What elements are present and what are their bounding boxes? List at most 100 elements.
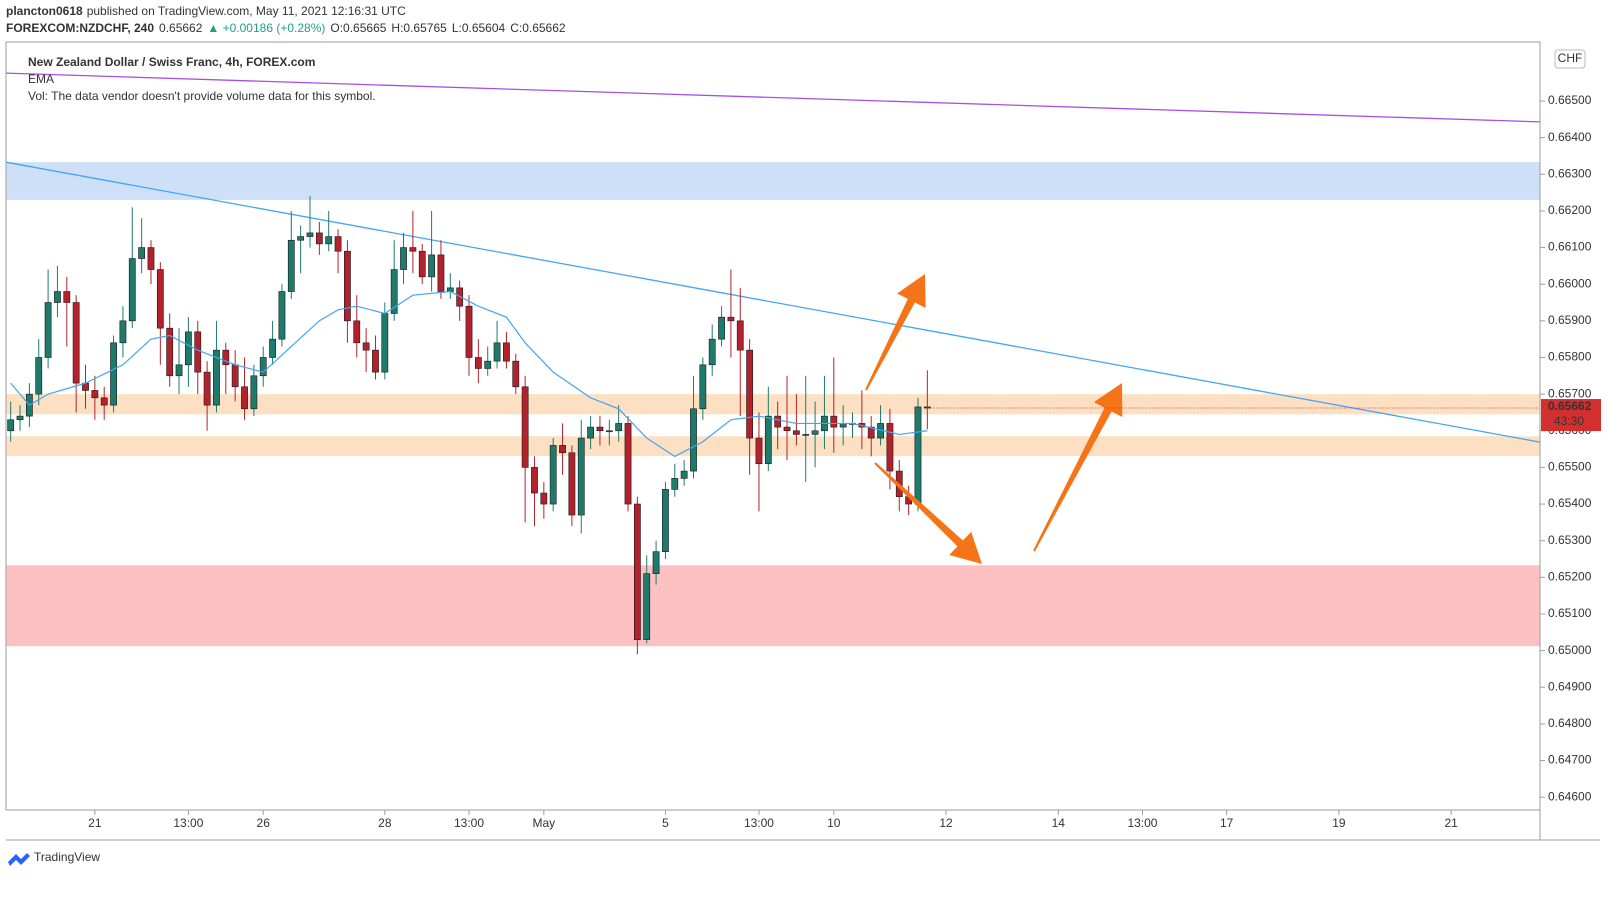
candle-body [531,467,538,494]
candle-body [484,360,492,369]
candle-body [306,232,314,237]
y-tick-label: 0.66200 [1548,203,1592,217]
x-tick-label: 19 [1332,816,1346,830]
change: ▲ +0.00186 (+0.28%) [207,21,325,35]
candle-body [727,316,735,322]
candle-body [428,254,435,278]
y-tick-label: 0.66100 [1548,240,1592,254]
candle-body [250,375,258,410]
candle-body [222,349,230,366]
candle-body [72,302,80,384]
x-tick-label: 28 [378,816,392,830]
candle-body [886,423,894,472]
symbol: FOREXCOM:NZDCHF, 240 [6,21,154,35]
y-tick-label: 0.65900 [1548,313,1592,327]
candle-body [315,232,323,245]
candle-body [63,291,71,303]
candle-body [549,445,557,505]
candle-body [241,386,248,410]
candle-body [231,364,239,388]
y-tick-label: 0.64800 [1548,716,1592,730]
price: 0.65662 [159,21,203,35]
candle-body [764,415,772,465]
y-tick-label: 0.65800 [1548,350,1592,364]
y-tick-label: 0.65200 [1548,570,1592,584]
y-tick-label: 0.64900 [1548,679,1592,693]
published: published on TradingView.com, May 11, 20… [87,4,406,18]
candle-body [35,357,43,395]
arrow [874,462,982,564]
candle-body [287,239,295,292]
candle-body [662,489,669,552]
x-tick-label: 13:00 [173,816,203,830]
candle-body [409,247,417,252]
y-tick-label: 0.65700 [1548,386,1592,400]
currency: CHF [1558,51,1583,65]
symbol-line: FOREXCOM:NZDCHF, 240 0.65662 ▲ +0.00186 (+… [6,21,566,35]
candle-body [353,320,361,344]
candle-body [577,437,585,516]
candle-body [437,254,445,292]
x-tick-label: 10 [827,816,841,830]
x-tick-label: 21 [1444,816,1458,830]
candle-body [755,437,763,465]
candle-body [381,313,389,373]
candle-body [175,364,183,377]
currency-box[interactable] [1554,49,1586,69]
candle-body [119,320,127,344]
candle-body [643,573,651,640]
zone [6,436,1540,457]
candle-body [269,338,276,358]
candle-body [278,291,286,340]
zone [6,162,1540,200]
x-tick-label: May [532,816,555,830]
candle-body [44,302,52,358]
y-tick-label: 0.66400 [1548,130,1592,144]
y-tick-label: 0.65100 [1548,606,1592,620]
candle-body [680,470,688,479]
countdown: 43:30 [1554,414,1584,428]
ema-line [10,290,928,458]
x-tick-label: 21 [88,816,102,830]
y-tick-label: 0.66000 [1548,276,1592,290]
y-tick-label: 0.65400 [1548,496,1592,510]
x-tick-label: 13:00 [1127,816,1157,830]
candle-body [708,338,716,366]
ohlc-open: O:0.65665 [330,21,386,35]
candle-body [7,419,15,432]
candle-body [474,357,482,369]
candle-body [783,426,791,432]
candle-body [792,430,800,435]
last-price-label: 0.65662 [1548,399,1592,413]
candle-body [633,503,641,640]
ohlc-high: H:0.65765 [391,21,447,35]
candle-body [540,492,548,505]
candle-body [325,236,333,245]
legend-title: New Zealand Dollar / Swiss Franc, 4h, FO… [28,55,315,69]
candle-body [512,360,520,388]
candle-body [587,426,594,439]
x-tick-label: 5 [662,816,669,830]
candle-body [100,397,108,406]
candle-body [390,269,398,314]
candle-body [624,423,632,505]
candle-body [736,320,744,351]
candle-body [652,551,660,574]
zone [6,565,1540,647]
candle-body [54,291,61,303]
candle-body [690,408,697,472]
y-tick-label: 0.65000 [1548,643,1592,657]
y-tick-label: 0.66300 [1548,166,1592,180]
header-line: plancton0618 published on TradingView.com… [6,4,406,18]
candle-body [203,371,211,406]
candle-body [400,247,407,270]
candle-body [568,452,576,516]
candle-body [699,364,707,410]
x-tick-label: 13:00 [744,816,774,830]
trendline [5,72,1541,123]
x-tick-label: 17 [1220,816,1234,830]
candle-body [166,327,174,377]
last-price-tag [1541,399,1601,432]
arrow [865,274,926,391]
candle-body [671,478,679,490]
